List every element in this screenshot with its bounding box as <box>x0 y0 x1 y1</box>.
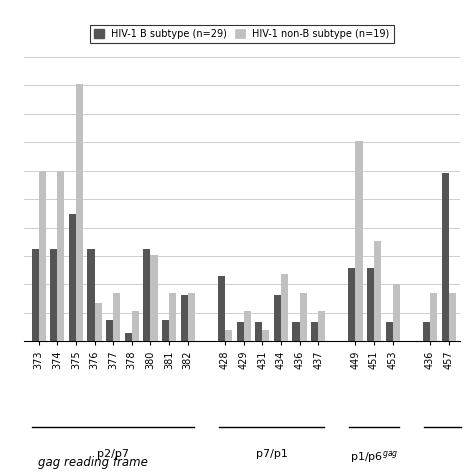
Text: p1/p6$^{gag}$: p1/p6$^{gag}$ <box>350 449 398 465</box>
Bar <box>281 273 288 341</box>
Bar <box>423 322 430 341</box>
Bar <box>132 311 139 341</box>
Bar <box>311 322 318 341</box>
Bar <box>255 322 262 341</box>
Bar <box>392 284 400 341</box>
Bar <box>181 295 188 341</box>
Bar <box>87 249 94 341</box>
Text: p7/p1: p7/p1 <box>255 449 288 459</box>
Bar <box>69 214 76 341</box>
Bar <box>292 322 300 341</box>
Bar <box>374 241 381 341</box>
Bar <box>32 249 38 341</box>
Bar <box>367 268 374 341</box>
Bar <box>300 292 307 341</box>
Bar <box>262 330 269 341</box>
Bar <box>188 292 195 341</box>
Bar <box>318 311 325 341</box>
Bar <box>356 141 363 341</box>
Bar <box>274 295 281 341</box>
Bar <box>244 311 251 341</box>
Bar <box>225 330 232 341</box>
Bar <box>169 292 176 341</box>
Bar <box>237 322 244 341</box>
Bar <box>38 171 46 341</box>
Bar <box>441 173 448 341</box>
Bar <box>57 171 64 341</box>
Bar <box>162 319 169 341</box>
Bar <box>94 303 101 341</box>
Text: gag reading frame: gag reading frame <box>38 456 148 469</box>
Bar <box>125 333 132 341</box>
Bar <box>50 249 57 341</box>
Legend: HIV-1 B subtype (n=29), HIV-1 non-B subtype (n=19): HIV-1 B subtype (n=29), HIV-1 non-B subt… <box>90 25 393 43</box>
Bar <box>448 292 456 341</box>
Bar <box>106 319 113 341</box>
Bar <box>76 84 83 341</box>
Bar <box>430 292 437 341</box>
Bar <box>218 276 225 341</box>
Bar <box>348 268 356 341</box>
Bar <box>143 249 150 341</box>
Text: p2/p7: p2/p7 <box>97 449 129 459</box>
Bar <box>113 292 120 341</box>
Bar <box>386 322 392 341</box>
Bar <box>150 255 157 341</box>
